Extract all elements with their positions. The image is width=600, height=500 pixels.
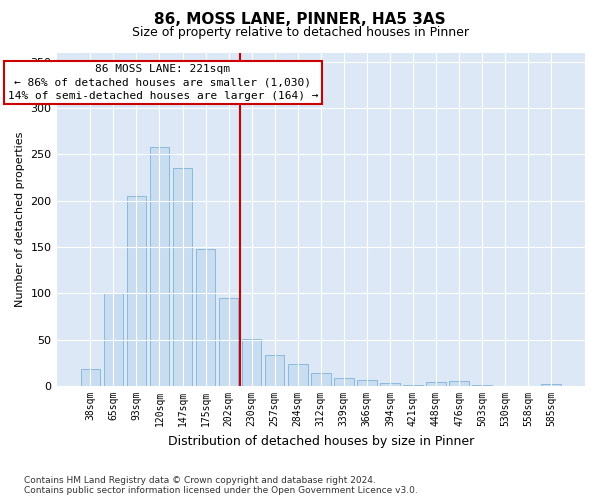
Bar: [173, 168, 193, 386]
Bar: [449, 382, 469, 386]
Bar: [541, 384, 561, 386]
Bar: [219, 298, 238, 386]
Bar: [403, 385, 423, 386]
Bar: [242, 339, 262, 386]
Bar: [104, 294, 123, 386]
Bar: [472, 385, 492, 386]
Y-axis label: Number of detached properties: Number of detached properties: [15, 132, 25, 307]
Bar: [149, 147, 169, 386]
Bar: [127, 196, 146, 386]
Bar: [334, 378, 353, 386]
Bar: [311, 373, 331, 386]
Text: 86, MOSS LANE, PINNER, HA5 3AS: 86, MOSS LANE, PINNER, HA5 3AS: [154, 12, 446, 28]
Bar: [196, 249, 215, 386]
Text: Size of property relative to detached houses in Pinner: Size of property relative to detached ho…: [131, 26, 469, 39]
Bar: [357, 380, 377, 386]
Bar: [288, 364, 308, 386]
Bar: [80, 370, 100, 386]
X-axis label: Distribution of detached houses by size in Pinner: Distribution of detached houses by size …: [167, 434, 474, 448]
Bar: [426, 382, 446, 386]
Text: Contains HM Land Registry data © Crown copyright and database right 2024.
Contai: Contains HM Land Registry data © Crown c…: [24, 476, 418, 495]
Text: 86 MOSS LANE: 221sqm
← 86% of detached houses are smaller (1,030)
14% of semi-de: 86 MOSS LANE: 221sqm ← 86% of detached h…: [8, 64, 318, 101]
Bar: [265, 356, 284, 386]
Bar: [380, 384, 400, 386]
